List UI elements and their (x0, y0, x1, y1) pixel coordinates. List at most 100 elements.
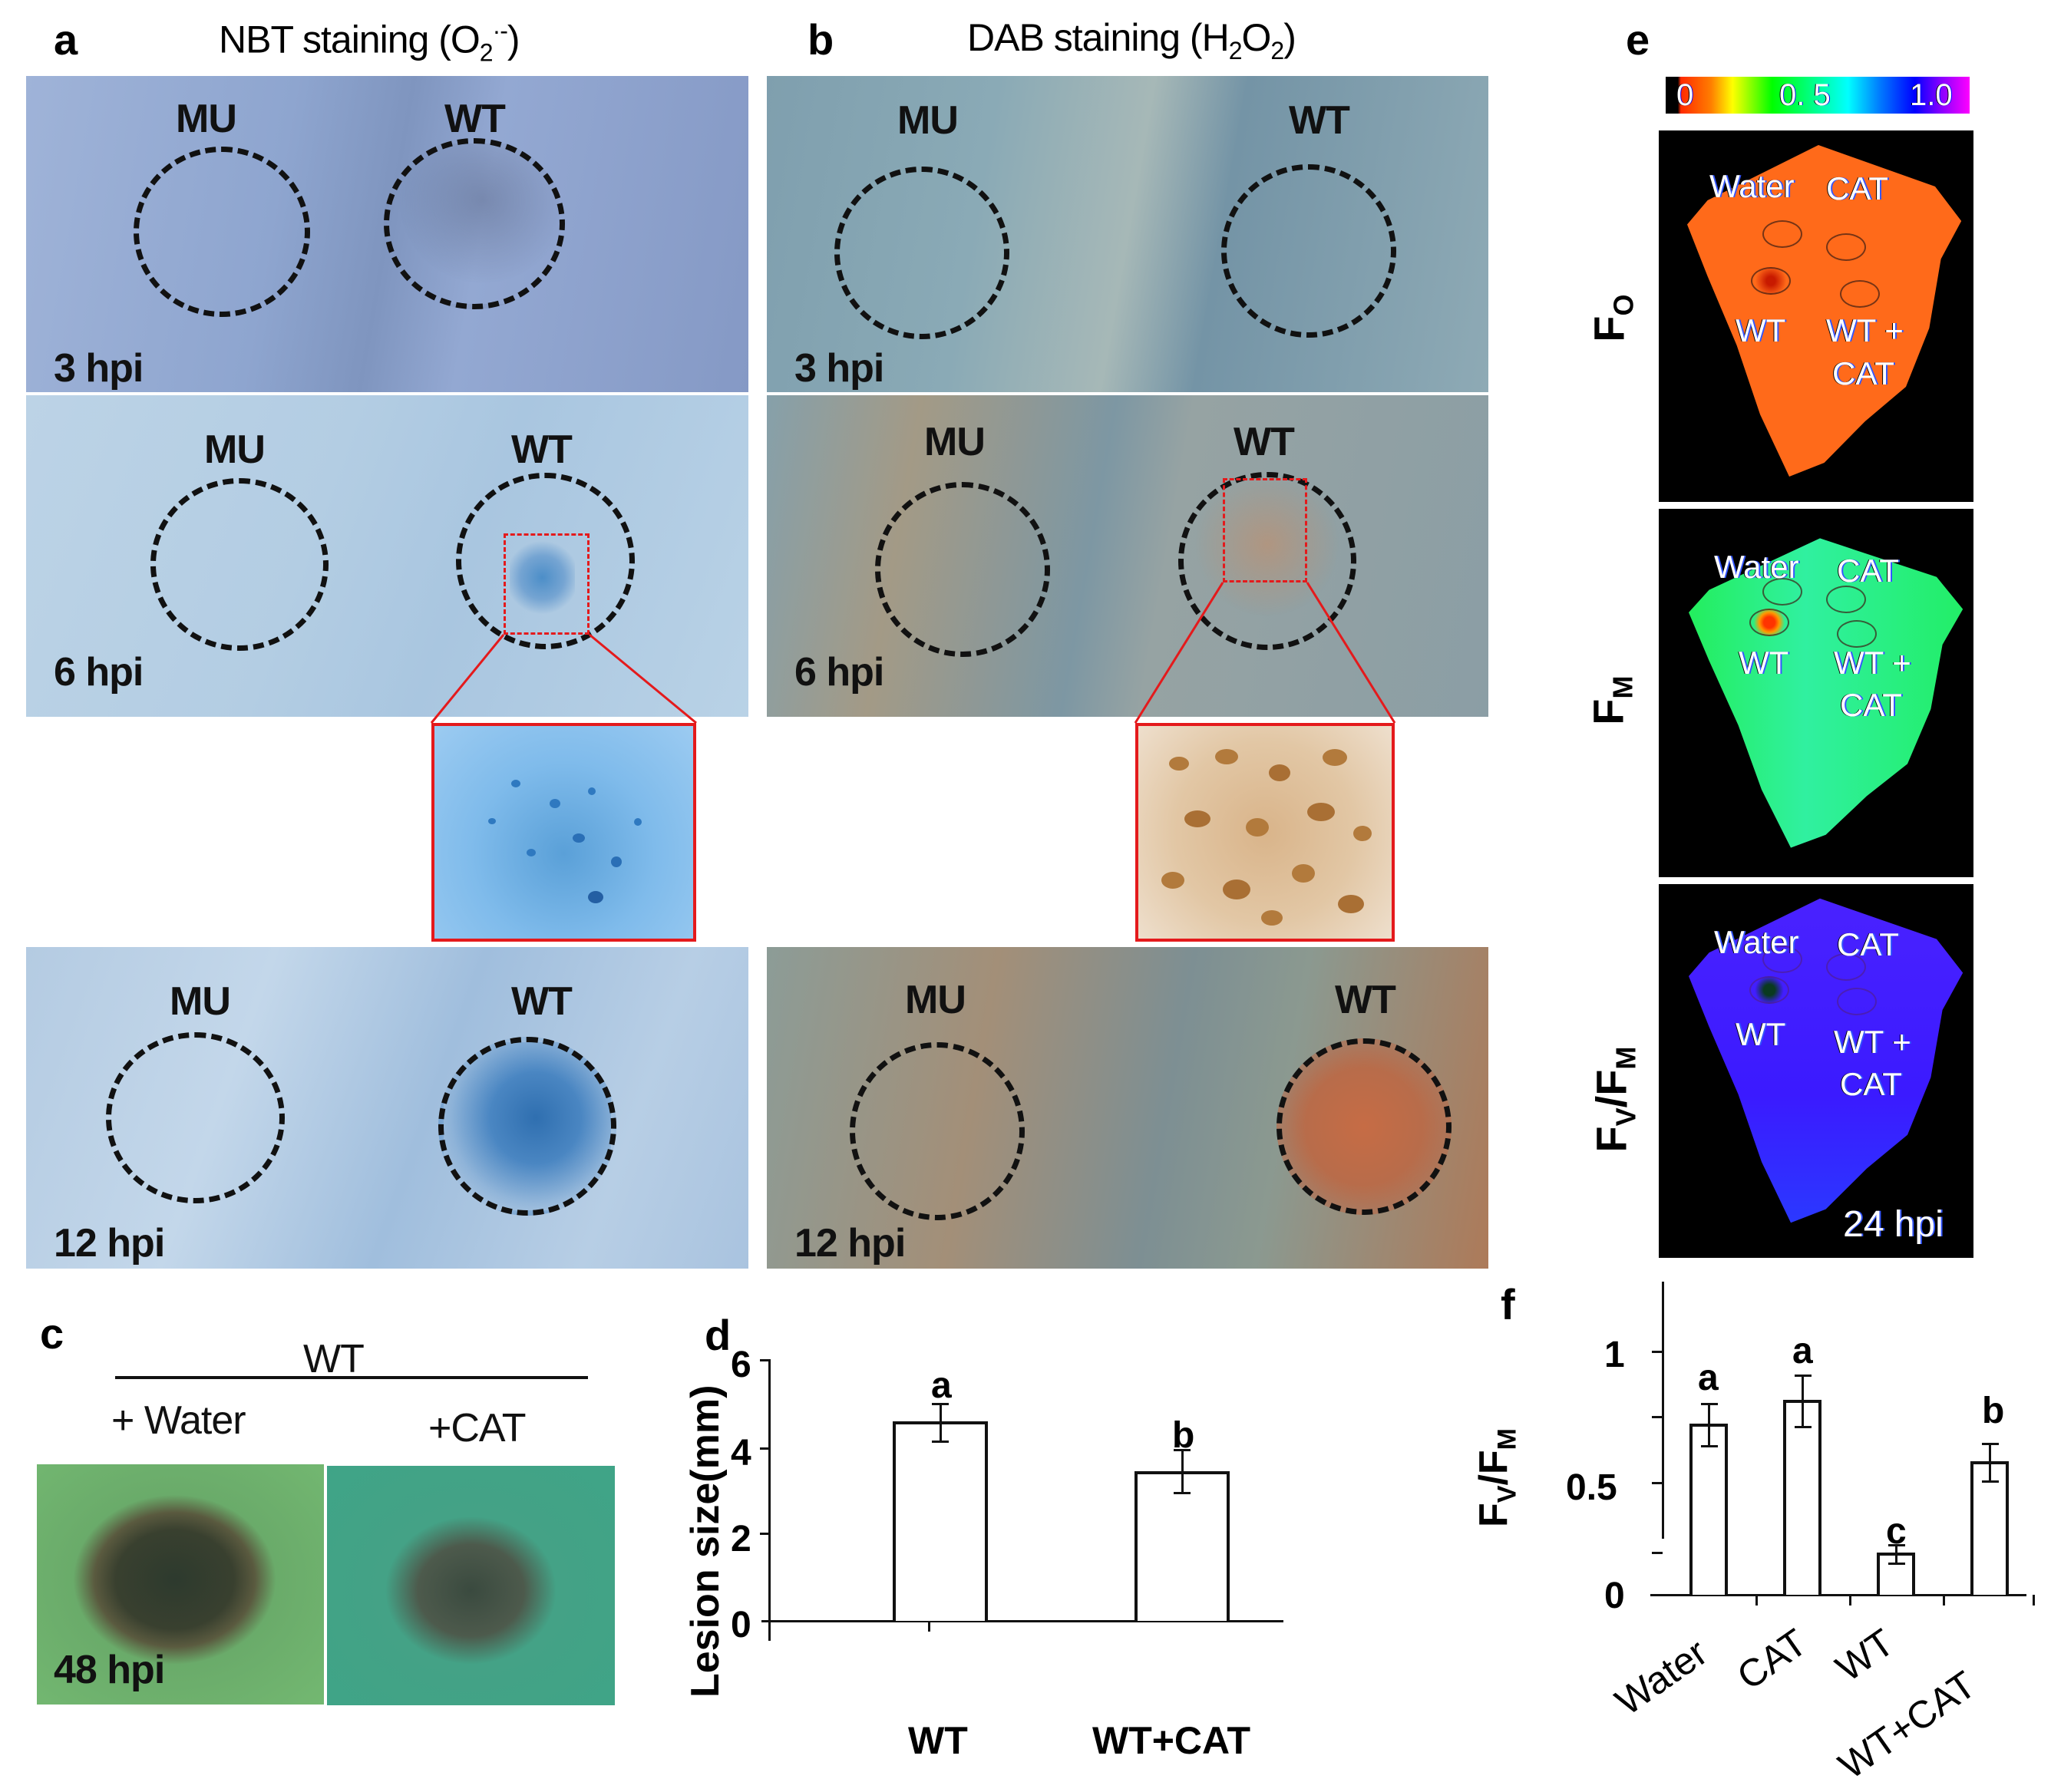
fluorescence-image-fo: Water CAT WT WT + CAT (1659, 130, 1973, 502)
y-tick-label: 6 (731, 1345, 751, 1385)
title-subscript: 2 (479, 38, 494, 67)
y-tick (760, 1533, 771, 1535)
panel-f-letter: f (1501, 1280, 1515, 1328)
inoculation-spot (1826, 233, 1866, 261)
panel-a-letter: a (54, 15, 78, 64)
panel-d-letter: d (705, 1311, 732, 1359)
significance-letter: a (931, 1365, 952, 1406)
mu-inoculation-circle (150, 478, 329, 651)
inoculation-spot (1762, 220, 1802, 248)
mu-inoculation-circle (875, 482, 1050, 657)
cat-label: CAT (1826, 170, 1888, 206)
colorbar-tick: 0 (1676, 78, 1694, 112)
wt-cat-label: WT + (1834, 645, 1911, 681)
x-tick (2033, 1595, 2035, 1606)
dab-magnified-inset (1135, 723, 1395, 942)
x-tick (1943, 1595, 1945, 1606)
fm-axis-label: FM (1584, 675, 1639, 725)
mu-label: MU (204, 427, 266, 472)
mu-label: MU (176, 97, 237, 141)
mu-label: MU (924, 420, 986, 464)
wt-label: WT (1739, 645, 1789, 681)
dab-photo-3hpi: MU WT 3 hpi (767, 76, 1488, 392)
fvfm-axis-label: FV/FM (1587, 1046, 1642, 1153)
colorscale-bar: 0 0. 5 1.0 (1666, 77, 1970, 114)
error-cap (1888, 1544, 1905, 1546)
fluorescence-image-fvfm: Water CAT WT WT + CAT 24 hpi (1659, 884, 1973, 1258)
y-tick-label: 1 (1604, 1335, 1625, 1375)
fo-axis-label: FO (1584, 294, 1640, 342)
wt-label: WT (511, 979, 573, 1024)
bar-wt-cat (1134, 1471, 1230, 1621)
y-tick-label: 0.5 (1566, 1467, 1617, 1508)
inoculation-spot (1749, 609, 1789, 636)
wt-label: WT (1335, 978, 1396, 1022)
x-category-label: WT (908, 1719, 968, 1762)
bar-water (1689, 1424, 1728, 1595)
water-label: Water (1714, 924, 1799, 960)
nbt-photo-3hpi: MU WT 3 hpi (26, 76, 748, 392)
inoculation-spot (1826, 953, 1866, 981)
error-cap (1982, 1443, 1999, 1445)
wt-inoculation-circle (456, 473, 635, 649)
error-bar (1989, 1443, 1991, 1481)
water-treatment-label: + Water (111, 1398, 246, 1443)
y-tick-label: 0 (1604, 1576, 1625, 1616)
x-tick (1755, 1595, 1758, 1606)
error-cap (1701, 1403, 1718, 1405)
y-tick (760, 1359, 771, 1361)
error-cap (1795, 1375, 1812, 1377)
error-bar (1802, 1375, 1804, 1427)
error-cap (1174, 1492, 1191, 1494)
significance-letter: c (1886, 1511, 1907, 1552)
wt-cat-label: WT + (1826, 312, 1904, 348)
bar-cat (1783, 1400, 1821, 1595)
dab-photo-6hpi: MU WT 6 hpi (767, 395, 1488, 717)
x-axis (1650, 1594, 2026, 1596)
x-tick (1849, 1595, 1851, 1606)
x-category-label: CAT (1729, 1620, 1815, 1698)
error-bar (1895, 1544, 1897, 1563)
inoculation-spot (1751, 267, 1791, 295)
y-axis (768, 1360, 771, 1641)
significance-letter: b (1172, 1415, 1195, 1456)
error-cap (1888, 1563, 1905, 1565)
y-tick (1652, 1416, 1663, 1418)
panel-b-letter: b (808, 15, 834, 64)
title-text: NBT staining (O (219, 18, 481, 61)
panel-a-title: NBT staining (O2·-) (219, 18, 520, 65)
y-tick-label: 2 (731, 1519, 751, 1559)
x-tick (928, 1621, 930, 1632)
wt-inoculation-circle (438, 1037, 616, 1216)
x-category-label: WT (1828, 1620, 1902, 1691)
title-text: O (1241, 16, 1272, 59)
wt-inoculation-circle (384, 138, 565, 309)
inoculation-spot (1826, 586, 1866, 613)
significance-letter: a (1698, 1358, 1719, 1398)
time-label: 6 hpi (54, 650, 144, 695)
bar-wt-cat (1970, 1461, 2009, 1595)
inoculation-spot (1837, 620, 1877, 648)
inoculation-spot (1762, 946, 1802, 973)
error-cap (1795, 1426, 1812, 1428)
y-tick-label: 0 (731, 1605, 751, 1645)
y-tick-label: 4 (731, 1433, 751, 1474)
panel-b-title: DAB staining (H2O2) (967, 18, 1296, 63)
zoom-region-box (504, 533, 590, 635)
wt-cat-label-2: CAT (1840, 687, 1902, 723)
wt-inoculation-circle (1221, 164, 1396, 338)
title-text: DAB staining (H (967, 16, 1230, 59)
wt-label: WT (511, 427, 573, 472)
lesion-photo-cat (327, 1466, 615, 1705)
y-tick (760, 1447, 771, 1450)
error-cap (932, 1441, 949, 1443)
time-label: 3 hpi (54, 346, 144, 391)
group-label: WT (303, 1337, 365, 1381)
wt-cat-label: WT + (1834, 1024, 1911, 1060)
error-cap (932, 1403, 949, 1405)
panel-c-letter: c (40, 1309, 64, 1358)
mu-inoculation-circle (134, 147, 310, 317)
nbt-photo-12hpi: MU WT 12 hpi (26, 947, 748, 1269)
title-text-end: ) (507, 18, 520, 61)
time-label: 3 hpi (794, 346, 884, 391)
